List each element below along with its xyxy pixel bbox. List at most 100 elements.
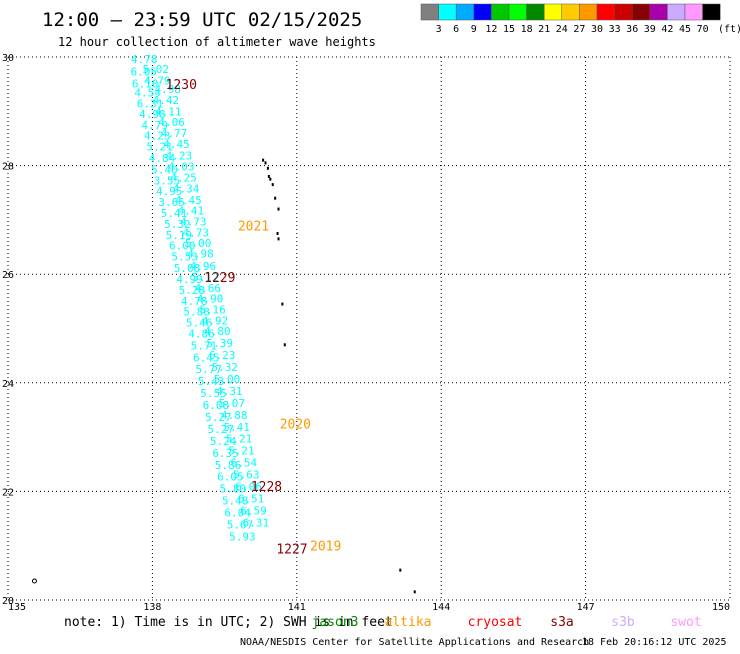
swh-value-label: 6.31 [137,98,164,111]
swh-value-label: 6.05 [130,66,157,79]
colorbar-label: 36 [626,24,638,35]
swh-value-label: 5.24 [210,435,237,448]
colorbar-swatch [579,3,598,21]
colorbar-swatch [438,3,457,21]
colorbar-swatch [526,3,545,21]
land-mark [264,161,267,165]
swh-value-label: 4.06 [158,116,185,129]
swh-value-label: 6.45 [193,351,220,364]
satellite-legend-item: swot [670,615,701,630]
swh-value-label: 5.46 [186,317,213,330]
land-mark [281,302,284,306]
colorbar-swatch [614,3,633,21]
colorbar-label: 6 [453,24,459,35]
satellite-legend-item: cryosat [468,615,523,630]
y-tick-labels: 20 22 24 26 28 30 [2,53,14,607]
swh-value-label: 4.98 [139,108,166,121]
colorbar-swatch [508,3,527,21]
colorbar-label: 33 [609,24,621,35]
y-tick-label: 28 [2,162,14,173]
land-mark [283,343,286,347]
swh-value-label: 4.23 [166,149,193,162]
colorbar-unit: (ft) [718,24,740,35]
swh-value-label: 5.19 [166,229,193,242]
x-tick-label: 141 [288,602,306,613]
x-tick-labels: 135 138 141 144 147 150 [8,602,730,613]
swh-value-label: 4.23 [144,130,171,143]
colorbar-label: 24 [556,24,568,35]
land-mark [271,183,274,187]
swh-value-label: 4.34 [173,182,200,195]
swh-value-label: 5.77 [195,363,222,376]
swh-value-label: 5.93 [229,530,256,543]
swh-value-label: 5.40 [151,163,178,176]
swh-value-label: 4.79 [144,74,171,87]
colorbar-label: 15 [503,24,515,35]
y-tick-label: 22 [2,487,14,498]
y-tick-label: 24 [2,379,14,390]
swh-value-label: 4.42 [153,94,180,107]
colorbar-swatch [596,3,615,21]
swh-value-label: 4.98 [187,248,214,261]
colorbar-swatch [561,3,580,21]
swh-value-label: 6.59 [240,504,267,517]
pass-time-label: 2021 [238,219,269,234]
swh-value-label: 6.08 [203,399,230,412]
swh-value-label: 4.90 [197,293,224,306]
swh-value-label: 3.65 [158,196,185,209]
swh-value-label: 4.73 [180,216,207,229]
swh-value-label: 5.41 [161,207,188,220]
satellite-legend-item: altika [385,615,432,630]
swh-value-label: 4.86 [188,327,215,340]
swh-value-label: 4.03 [168,161,195,174]
swh-value-label: 6.35 [212,447,239,460]
colorbar-swatch [684,3,703,21]
colorbar-swatch [491,3,510,21]
pass-time-label: 1228 [251,480,282,495]
swh-value-label: 5.12 [192,271,219,284]
land-mark [277,237,280,241]
swh-value-label: 4.92 [202,314,229,327]
swh-value-label: 6.10 [132,78,159,91]
pass-time-label: 1229 [204,271,235,286]
land-mark [277,207,280,211]
swh-value-label: 5.80 [220,483,247,496]
colorbar-label: 21 [538,24,550,35]
swh-value-label: 6.51 [238,492,265,505]
footer-credit: NOAA/NESDIS Center for Satellite Applica… [240,637,589,648]
swh-value-label: 5.28 [179,284,206,297]
swh-value-label: 5.55 [200,387,227,400]
swh-value-label: 4.95 [156,185,183,198]
colorbar-swatch [473,3,492,21]
colorbar-label: 3 [436,24,442,35]
x-tick-label: 138 [143,602,161,613]
land-mark [276,231,279,235]
y-tick-label: 20 [2,596,14,607]
swh-value-label: 6.54 [231,457,258,470]
swh-value-label: 4.78 [181,295,208,308]
colorbar-legend: 3 6 9 12 15 18 21 24 27 30 33 36 39 42 45 70 [420,3,721,35]
swh-value-label: 5.21 [228,445,255,458]
colorbar-label: 39 [644,24,656,35]
swh-value-label: 4.66 [195,282,222,295]
x-tick-label: 150 [712,602,730,613]
swh-value-label: 4.77 [161,127,188,140]
swh-value-label: 4.54 [134,86,161,99]
colorbar-swatch [543,3,563,21]
grid-lines [7,56,731,601]
footer-note: note: 1) Time is in UTC; 2) SWH is in fe… [64,615,393,630]
swh-value-label: 4.73 [182,226,209,239]
wave-height-values: 4.785.026.054.796.104.984.544.426.314.11… [130,53,269,543]
land-mark [266,166,269,170]
swh-value-label: 4.96 [190,260,217,273]
swh-value-label: 5.16 [199,303,226,316]
land-mark [274,196,277,200]
land-mark [269,177,272,181]
swh-value-label: 5.43 [198,375,225,388]
land-mark [399,568,402,572]
pass-time-label: 1227 [276,542,307,557]
pass-time-label: 2020 [280,418,311,433]
chart-title: 12:00 — 23:59 UTC 02/15/2025 [42,9,362,31]
